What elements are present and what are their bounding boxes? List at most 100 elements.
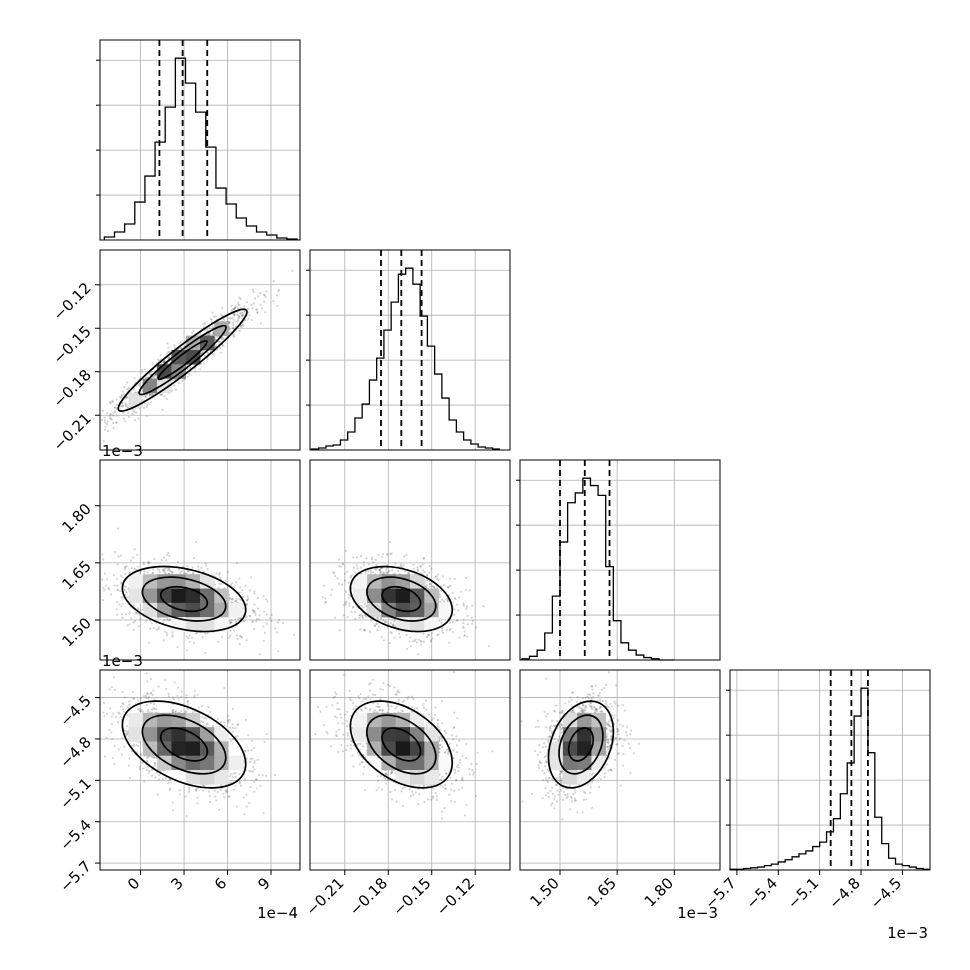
sample-point xyxy=(218,582,221,586)
sample-point xyxy=(236,723,239,726)
sample-point xyxy=(248,589,252,592)
sample-point xyxy=(204,562,207,565)
sample-point xyxy=(234,618,237,621)
sample-point xyxy=(374,625,377,628)
sample-point xyxy=(363,629,366,632)
sample-point xyxy=(228,726,231,729)
sample-point xyxy=(104,584,107,587)
sample-point xyxy=(355,556,358,559)
sample-point xyxy=(134,611,138,614)
sample-point xyxy=(186,375,189,379)
sample-point xyxy=(124,585,127,588)
panel-frame xyxy=(309,459,511,661)
sample-point xyxy=(352,556,355,559)
sample-point xyxy=(462,618,465,621)
contour-line xyxy=(381,585,422,613)
sample-point xyxy=(111,400,114,404)
sample-point xyxy=(165,398,168,401)
sample-point xyxy=(226,719,229,723)
sample-point xyxy=(275,294,279,297)
sample-point xyxy=(147,755,150,758)
sample-point xyxy=(352,606,355,609)
sample-point xyxy=(217,586,220,589)
sample-point xyxy=(411,640,415,643)
sample-point xyxy=(441,631,445,634)
sample-point xyxy=(262,594,265,598)
sample-point xyxy=(173,384,176,387)
sample-point xyxy=(388,569,391,572)
sample-point xyxy=(251,288,255,291)
sample-point xyxy=(120,393,123,397)
sample-point xyxy=(336,577,339,580)
sample-point xyxy=(236,306,239,309)
hist-panel-3 xyxy=(726,669,931,871)
sample-point xyxy=(367,562,371,566)
sample-point xyxy=(218,808,221,811)
sample-point xyxy=(166,352,169,355)
sample-point xyxy=(158,774,161,777)
sample-point xyxy=(209,711,212,714)
sample-point xyxy=(113,551,117,554)
sample-point xyxy=(200,352,203,355)
sample-point xyxy=(232,585,236,588)
sample-point xyxy=(227,317,230,320)
sample-point xyxy=(145,692,149,695)
sample-point xyxy=(375,622,378,626)
sample-point xyxy=(167,551,170,555)
sample-point xyxy=(464,588,467,592)
sample-point xyxy=(171,809,174,812)
sample-point xyxy=(391,623,395,626)
sample-point xyxy=(419,640,422,643)
sample-point xyxy=(191,572,194,575)
sample-point xyxy=(419,565,422,568)
sample-point xyxy=(453,613,456,616)
sample-point xyxy=(361,616,364,620)
sample-point xyxy=(255,620,258,623)
sample-point xyxy=(112,426,115,430)
sample-point xyxy=(103,572,106,575)
sample-point xyxy=(167,346,170,349)
sample-point xyxy=(160,393,163,396)
sample-point xyxy=(166,362,169,365)
sample-point xyxy=(466,614,469,618)
sample-point xyxy=(137,417,140,420)
sample-point xyxy=(356,567,359,570)
sample-point xyxy=(238,591,242,594)
sample-point xyxy=(240,314,244,317)
sample-point xyxy=(116,563,119,566)
sample-point xyxy=(378,568,381,572)
sample-point xyxy=(422,640,425,643)
sample-point xyxy=(373,624,376,627)
sample-point xyxy=(92,426,94,428)
sample-point xyxy=(229,634,232,637)
sample-point xyxy=(221,336,224,339)
sample-point xyxy=(249,615,252,618)
sample-point xyxy=(176,686,180,689)
sample-point xyxy=(388,641,391,645)
sample-point xyxy=(241,589,244,592)
sample-point xyxy=(398,632,401,635)
sample-point xyxy=(244,749,247,752)
sample-point xyxy=(140,709,143,712)
sample-point xyxy=(70,544,72,546)
sample-point xyxy=(238,773,241,776)
sample-point xyxy=(111,421,115,425)
sample-point xyxy=(165,567,168,570)
contour-line xyxy=(121,565,247,633)
sample-point xyxy=(163,567,166,570)
sample-point xyxy=(212,315,215,318)
sample-point xyxy=(379,567,383,570)
sample-point xyxy=(240,311,244,314)
sample-point xyxy=(265,613,268,616)
sample-point xyxy=(195,789,198,792)
sample-point xyxy=(231,316,234,319)
sample-point xyxy=(465,576,468,580)
sample-point xyxy=(222,344,225,348)
sample-point xyxy=(370,556,374,559)
sample-point xyxy=(155,628,159,631)
sample-point xyxy=(116,613,119,616)
sample-point xyxy=(360,604,363,608)
sample-point xyxy=(255,618,259,621)
sample-point xyxy=(210,318,213,321)
sample-point xyxy=(125,396,128,399)
